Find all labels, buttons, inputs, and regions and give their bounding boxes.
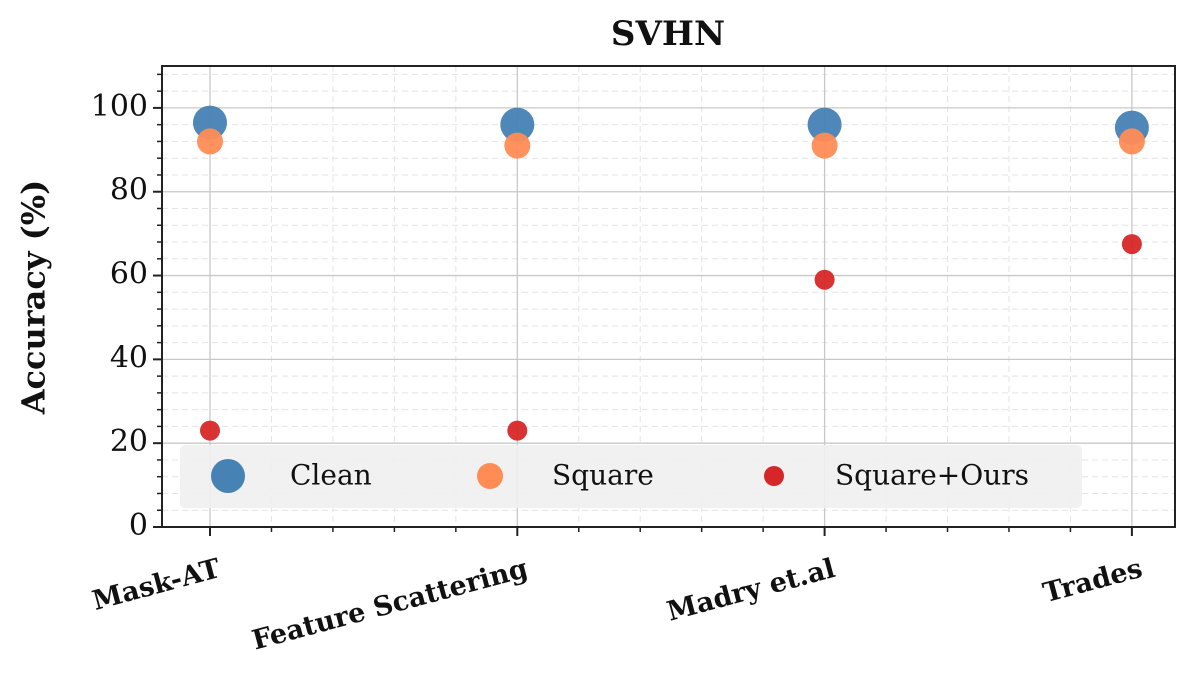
x-tick-label: Feature Scattering	[249, 553, 531, 656]
y-tick-label: 100	[91, 89, 148, 124]
point	[500, 107, 535, 142]
y-tick-label: 0	[129, 508, 148, 543]
plot-frame	[161, 65, 1176, 528]
point	[504, 132, 531, 159]
point	[1121, 234, 1142, 255]
x-tick-label: Madry et.al	[664, 553, 839, 628]
point	[193, 105, 227, 140]
legend: Clean Square Square+Ours	[180, 445, 1082, 508]
legend-label: Square+Ours	[835, 459, 1029, 492]
chart-title: SVHN	[611, 14, 725, 54]
y-tick-label: 60	[110, 257, 148, 292]
point	[814, 269, 835, 290]
legend-label: Clean	[290, 459, 372, 492]
x-tick-label: Mask-AT	[89, 553, 224, 617]
y-axis-label: Accuracy (%)	[15, 180, 53, 416]
legend-marker	[211, 459, 245, 493]
x-tick-label: Trades	[1040, 553, 1146, 609]
point	[807, 107, 842, 142]
point	[507, 420, 528, 441]
point	[197, 128, 223, 155]
y-tick-label: 40	[110, 340, 148, 375]
y-tick-label: 20	[110, 424, 148, 459]
point	[811, 132, 838, 159]
point	[1118, 128, 1145, 155]
legend-marker	[764, 466, 784, 486]
legend-label: Square	[552, 459, 654, 492]
legend-box	[180, 445, 1082, 508]
point	[200, 420, 220, 441]
y-tick-label: 80	[110, 173, 148, 208]
legend-marker	[477, 463, 503, 489]
